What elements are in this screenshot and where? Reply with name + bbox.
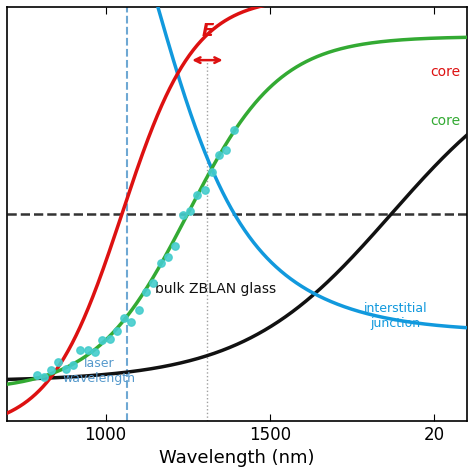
Point <box>150 279 157 287</box>
Point <box>33 372 40 379</box>
Point <box>91 348 99 356</box>
Point <box>77 346 84 354</box>
Point <box>135 307 143 314</box>
Point <box>223 146 230 154</box>
Point <box>164 253 172 260</box>
Point <box>230 126 237 134</box>
Text: core: core <box>430 114 460 128</box>
Point <box>62 365 70 373</box>
Point <box>84 346 91 354</box>
Point <box>120 315 128 322</box>
Point <box>99 336 106 344</box>
Point <box>157 259 164 266</box>
Point <box>113 328 121 335</box>
Text: core: core <box>430 65 460 79</box>
Point <box>69 362 77 369</box>
Point <box>55 358 62 366</box>
Point <box>179 211 186 219</box>
Text: E: E <box>201 22 214 40</box>
Text: interstitial
junction: interstitial junction <box>364 302 428 330</box>
Point <box>193 191 201 199</box>
Text: bulk ZBLAN glass: bulk ZBLAN glass <box>155 282 276 296</box>
Point <box>128 318 135 326</box>
Text: laser
wavelength: laser wavelength <box>63 357 136 385</box>
Point <box>215 151 223 159</box>
Point <box>106 335 113 343</box>
Point <box>208 168 216 175</box>
Point <box>47 366 55 374</box>
Point <box>186 207 194 215</box>
X-axis label: Wavelength (nm): Wavelength (nm) <box>159 449 315 467</box>
Point <box>201 186 208 194</box>
Point <box>40 373 47 381</box>
Point <box>172 242 179 250</box>
Point <box>142 289 150 296</box>
